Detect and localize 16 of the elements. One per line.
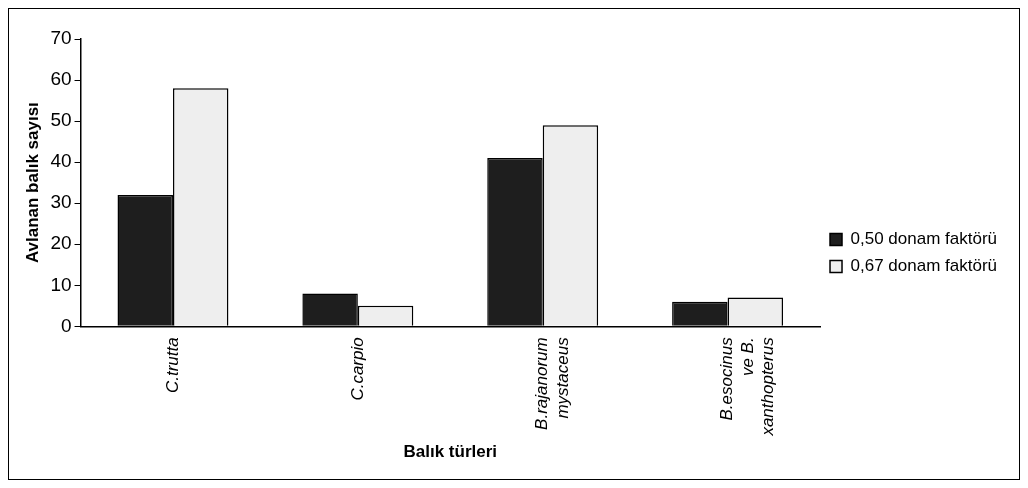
- x-tick-label: B.esocinus ve B. xanthopterus: [717, 336, 778, 437]
- y-tick-label: 0: [60, 314, 72, 336]
- y-tick-label: 50: [50, 109, 72, 131]
- x-tick-label: C.carpio: [347, 337, 367, 401]
- y-tick-label: 30: [50, 191, 72, 213]
- legend-label: 0,50 donam faktörü: [850, 229, 997, 249]
- y-tick-label: 20: [50, 232, 72, 254]
- legend-label: 0,67 donam faktörü: [850, 256, 997, 276]
- y-axis-title: Avlanan balık sayısı: [22, 102, 42, 264]
- y-tick-label: 70: [50, 27, 72, 49]
- x-tick-label: B.rajanorum mystaceus: [532, 336, 572, 430]
- y-tick-label: 40: [50, 150, 72, 172]
- y-tick-label: 60: [50, 68, 72, 90]
- x-tick-label: C.trutta: [162, 337, 182, 394]
- y-tick-label: 10: [50, 273, 72, 295]
- x-axis-title: Balık türleri: [403, 442, 498, 462]
